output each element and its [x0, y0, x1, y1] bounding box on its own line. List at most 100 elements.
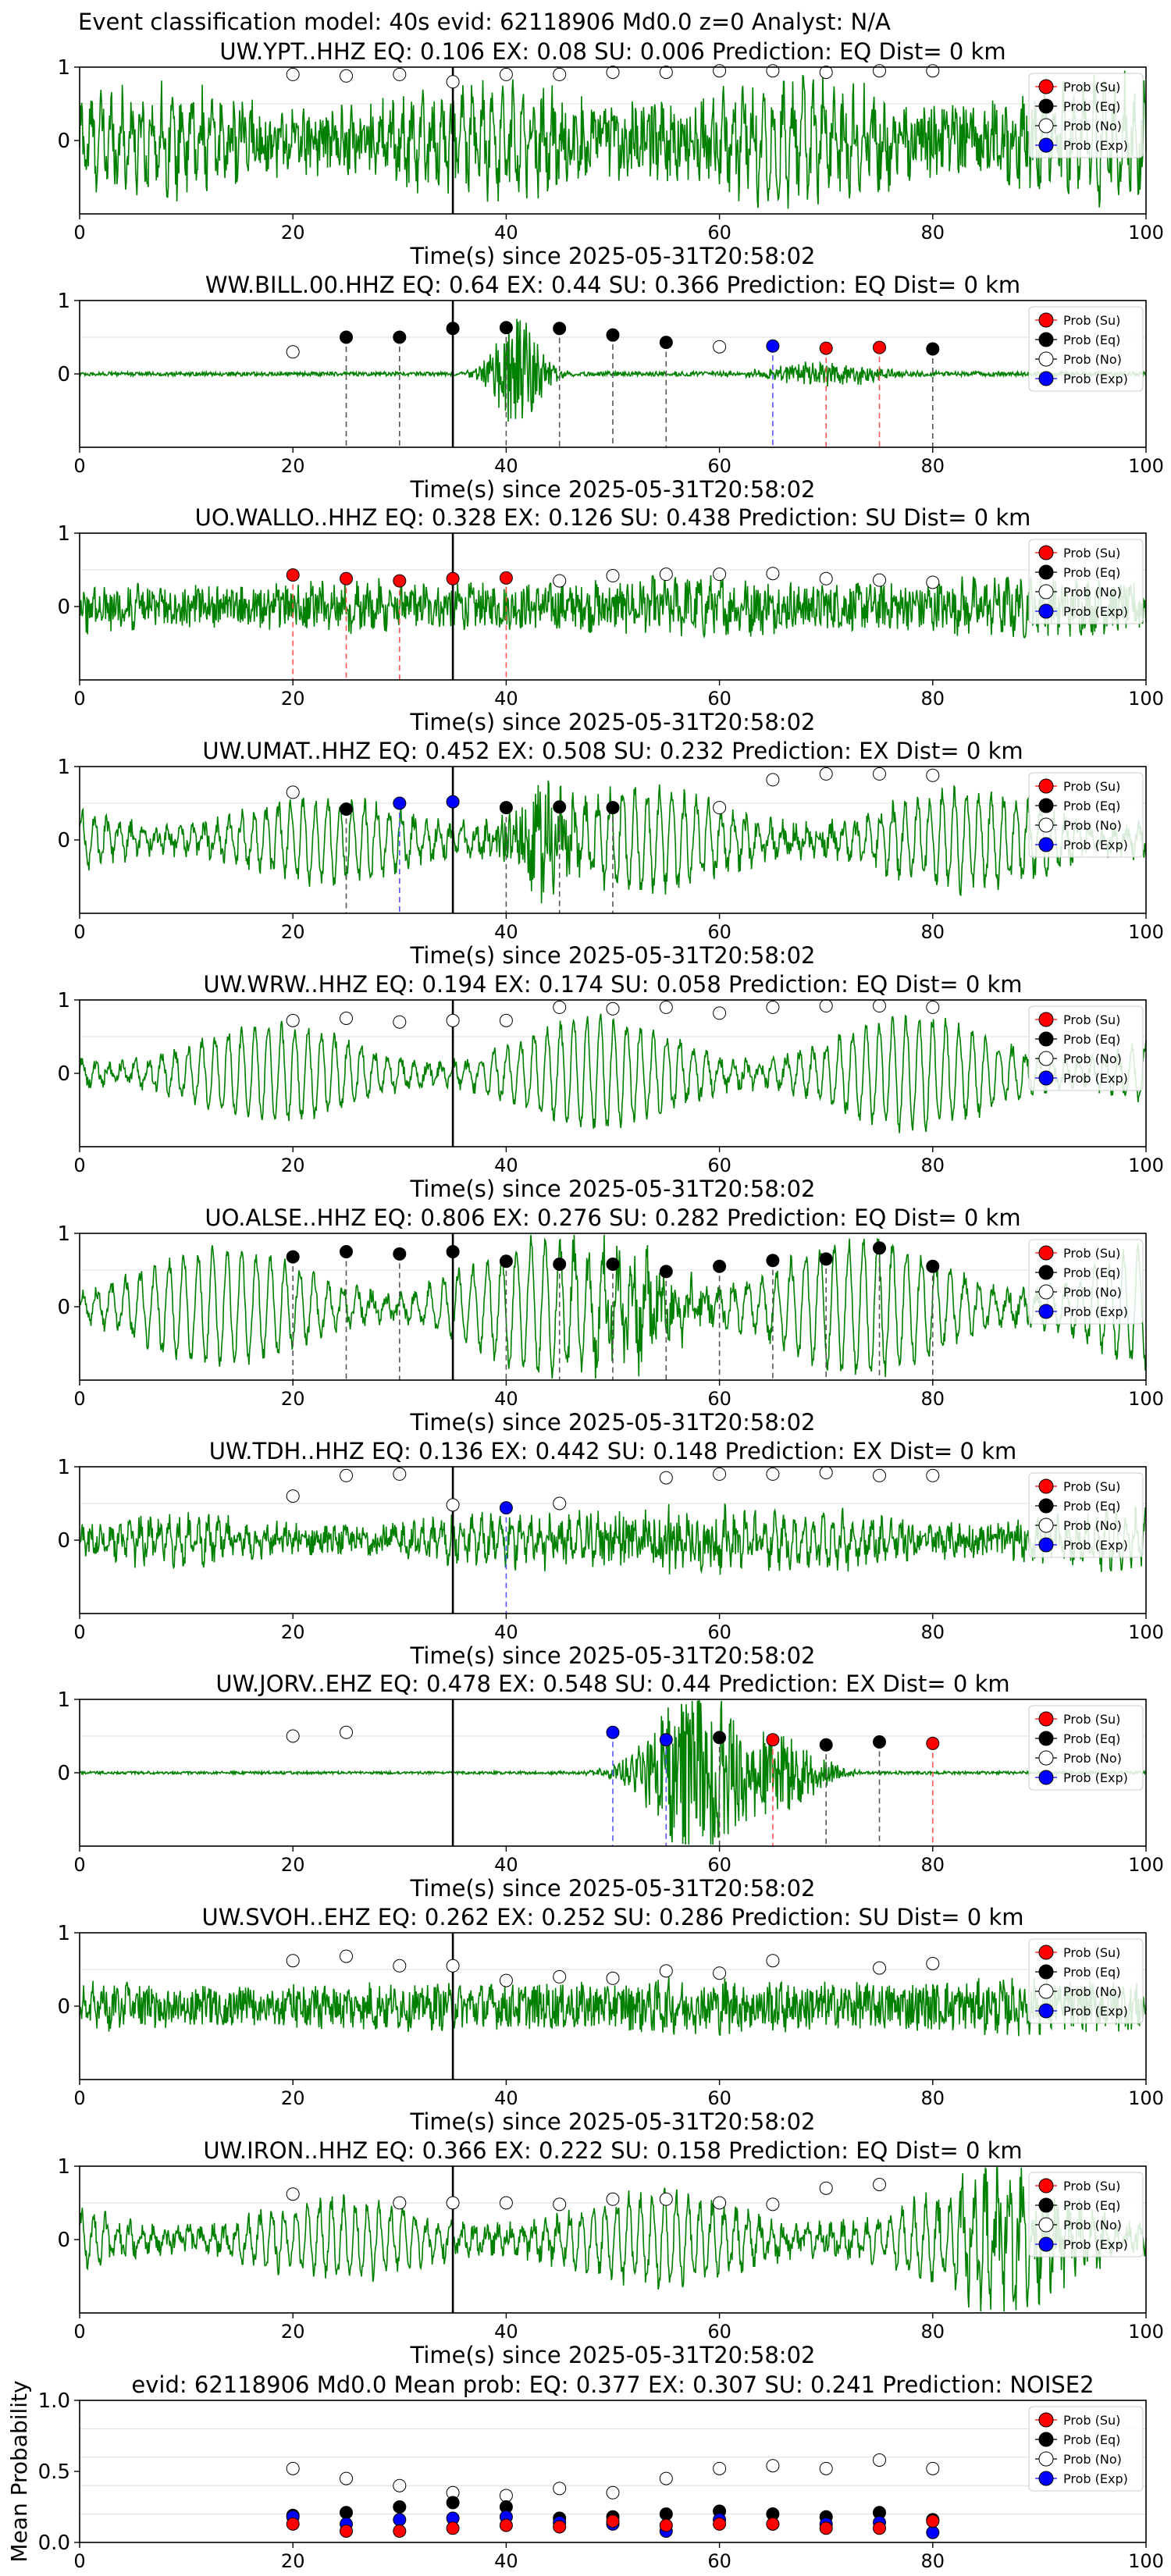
- prob-marker-no: [819, 2181, 833, 2195]
- mean-marker-no: [340, 2471, 353, 2485]
- title-part: EQ: 0.366: [368, 2137, 486, 2164]
- prob-marker-eq: [446, 322, 460, 336]
- prob-marker-eq: [286, 1250, 300, 1264]
- y-tick-label: 1: [57, 1922, 70, 1945]
- prob-marker-no: [606, 1971, 620, 1985]
- x-tick-label: 40: [494, 222, 518, 244]
- prob-marker-no: [766, 773, 780, 787]
- prob-marker-eq: [340, 802, 353, 817]
- prob-marker-eq: [499, 321, 513, 335]
- legend-marker-su: [1038, 79, 1054, 94]
- x-tick-label: 100: [1128, 222, 1164, 244]
- panel-title: UW.SVOH..EHZ EQ: 0.262 EX: 0.252 SU: 0.2…: [201, 1904, 1023, 1930]
- legend-marker-su: [1038, 2178, 1054, 2194]
- prob-marker-no: [713, 1006, 727, 1020]
- legend-marker-eq: [1038, 1498, 1054, 1514]
- legend-marker-su: [1038, 778, 1054, 794]
- mean-marker-su: [393, 2524, 407, 2538]
- y-tick-label: 0: [57, 1529, 70, 1553]
- title-part: Prediction: EX: [711, 1670, 875, 1697]
- prob-marker-eq: [393, 330, 407, 344]
- x-tick-label: 0: [73, 1854, 85, 1876]
- axes-frame: [79, 999, 1147, 1147]
- title-part: EX: 0.174: [487, 971, 603, 998]
- prob-marker-no: [446, 1959, 460, 1973]
- y-tick-label: 0: [57, 130, 70, 153]
- title-part: SU: 0.058: [603, 971, 721, 998]
- legend-marker-su: [1038, 1944, 1054, 1960]
- legend-box: [1028, 306, 1144, 392]
- legend-marker-no: [1038, 1051, 1054, 1066]
- waveform-trace: [79, 1234, 1147, 1379]
- title-part: SU: 0.006: [587, 38, 705, 65]
- mean-marker-no: [553, 2482, 567, 2496]
- prob-marker-eq: [926, 342, 940, 356]
- prob-marker-no: [659, 66, 673, 80]
- mean-marker-no: [659, 2471, 673, 2485]
- mean-marker-no: [393, 2478, 407, 2492]
- mean-marker-eq: [393, 2500, 407, 2514]
- mean-marker-su: [766, 2517, 780, 2531]
- y-tick-label: 1: [57, 1222, 70, 1246]
- mean-marker-su: [286, 2517, 300, 2531]
- panel-title: WW.BILL.00.HHZ EQ: 0.64 EX: 0.44 SU: 0.3…: [205, 272, 1020, 298]
- prob-marker-su: [393, 574, 407, 588]
- prob-marker-exp: [606, 1725, 620, 1739]
- title-part: EQ: 0.64: [395, 272, 500, 298]
- prob-marker-eq: [926, 1259, 940, 1273]
- legend-label: Prob (No): [1063, 1984, 1122, 1999]
- mean-marker-su: [926, 2514, 940, 2528]
- prob-marker-no: [873, 767, 886, 781]
- prob-marker-eq: [713, 1731, 727, 1745]
- panel-title: UO.WALLO..HHZ EQ: 0.328 EX: 0.126 SU: 0.…: [195, 504, 1031, 531]
- prob-marker-no: [286, 67, 300, 81]
- x-tick-label: 100: [1128, 2087, 1164, 2109]
- x-tick-label: 100: [1128, 1155, 1164, 1176]
- x-tick-label: 40: [494, 1854, 518, 1876]
- legend-marker-exp: [1038, 371, 1054, 386]
- legend-label: Prob (Exp): [1063, 1304, 1128, 1319]
- title-part: Prediction: EQ: [720, 1204, 886, 1231]
- legend-label: Prob (No): [1063, 818, 1122, 833]
- x-tick-label: 80: [921, 921, 945, 943]
- mean-marker-eq: [340, 2506, 353, 2520]
- mean-marker-no: [873, 2453, 886, 2467]
- title-part: Dist= 0 km: [886, 1204, 1020, 1231]
- prob-marker-no: [553, 574, 567, 588]
- mean-marker-su: [819, 2521, 833, 2535]
- legend-label: Prob (Su): [1063, 2413, 1120, 2428]
- x-tick-label: 40: [494, 2321, 518, 2343]
- title-part: EX: 0.548: [491, 1670, 607, 1697]
- prob-marker-no: [286, 1013, 300, 1027]
- y-tick-label: 1: [57, 2155, 70, 2179]
- prob-marker-no: [766, 1000, 780, 1014]
- axes-frame: [79, 300, 1147, 448]
- x-tick-label: 100: [1128, 1621, 1164, 1643]
- y-tick-label: 0: [57, 1995, 70, 2019]
- prob-marker-no: [553, 1969, 567, 1984]
- legend-box: [1028, 1472, 1144, 1558]
- axes-frame: [79, 66, 1147, 215]
- title-part: Prediction: EQ: [705, 38, 871, 65]
- prob-marker-no: [340, 69, 353, 83]
- prob-marker-no: [340, 1468, 353, 1482]
- x-tick-label: 60: [707, 921, 731, 943]
- panel-title: UW.WRW..HHZ EQ: 0.194 EX: 0.174 SU: 0.05…: [203, 971, 1022, 998]
- legend-label: Prob (Eq): [1063, 2432, 1120, 2447]
- mean-marker-su: [446, 2521, 460, 2535]
- x-tick-label: 80: [921, 1854, 945, 1876]
- x-tick-label: 0: [73, 455, 85, 477]
- prob-marker-su: [499, 571, 513, 585]
- prob-marker-no: [446, 75, 460, 89]
- mean-marker-su: [713, 2517, 727, 2531]
- mean-marker-exp: [393, 2513, 407, 2527]
- panel-title: UW.UMAT..HHZ EQ: 0.452 EX: 0.508 SU: 0.2…: [202, 738, 1023, 764]
- panel-title: UO.ALSE..HHZ EQ: 0.806 EX: 0.276 SU: 0.2…: [205, 1204, 1020, 1231]
- legend-label: Prob (No): [1063, 1751, 1122, 1766]
- legend-label: Prob (Su): [1063, 80, 1120, 94]
- prob-marker-no: [873, 2178, 886, 2191]
- title-part: EQ: 0.106: [366, 38, 485, 65]
- prob-marker-no: [553, 1496, 567, 1510]
- prob-marker-eq: [659, 336, 673, 350]
